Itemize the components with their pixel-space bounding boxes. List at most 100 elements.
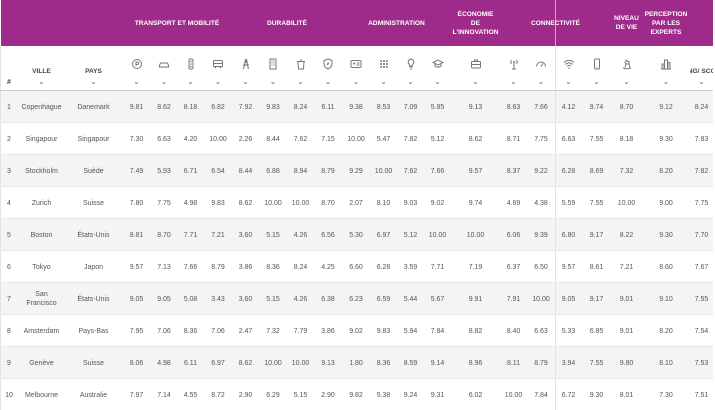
chevron-down-icon[interactable]: ⌄ (352, 77, 360, 86)
lightbulb-icon (405, 58, 417, 70)
indicator-column-header[interactable]: ⌄ (611, 46, 642, 90)
pays-column-header[interactable]: Pays ⌄ (65, 46, 122, 90)
indicator-value-cell: 8.70 (157, 231, 171, 239)
score-column-header[interactable]: Rang/ Score ⌄ (690, 46, 713, 90)
chevron-down-icon[interactable]: ⌄ (698, 77, 705, 86)
table-row: 4 Zurich Suisse 7.80 7.75 4.98 9.83 8.62 10.00 10… (0, 187, 713, 219)
indicator-column-header[interactable]: ⌄ (177, 46, 204, 90)
indicator-value-cell: 8.62 (238, 199, 253, 207)
indicator-value-cell: 9.30 (659, 231, 673, 239)
indicator-value-cell: 10.00 (347, 135, 365, 143)
indicator-column-header[interactable]: ⌄ (342, 46, 370, 90)
chevron-down-icon[interactable]: ⌄ (297, 77, 304, 86)
chevron-down-icon[interactable]: ⌄ (565, 77, 572, 86)
indicator-value-cell: 8.18 (183, 103, 198, 111)
indicator-value-cell: 8.79 (534, 359, 548, 367)
indicator-column-header[interactable]: ⌄ (527, 46, 555, 90)
column-divider (0, 379, 1, 410)
indicator-value-cell: 9.74 (589, 103, 604, 111)
speedometer-icon (535, 58, 547, 70)
indicator-value-cell: 6.97 (211, 359, 225, 367)
group-header-admin: Administration (368, 19, 425, 27)
country-cell: Australie (79, 391, 108, 399)
chevron-down-icon[interactable]: ⌄ (593, 77, 600, 86)
city-name-cell: Tokyo (32, 263, 51, 271)
indicator-value-cell: 7.75 (157, 199, 171, 207)
indicator-column-header[interactable]: ⌄ (370, 46, 397, 90)
indicator-value-cell: 7.66 (183, 263, 198, 271)
indicator-value-cell: 8.37 (506, 167, 521, 175)
chevron-down-icon[interactable]: ⌄ (662, 77, 670, 86)
indicator-column-header[interactable]: ⌄ (451, 46, 500, 90)
indicator-value-cell: 8.36 (266, 263, 280, 271)
chevron-down-icon[interactable]: ⌄ (133, 77, 140, 86)
chevron-down-icon[interactable]: ⌄ (269, 77, 277, 86)
score-cell: 7.53 (694, 359, 709, 367)
indicator-value-cell: 10.00 (374, 167, 393, 175)
chevron-down-icon[interactable]: ⌄ (187, 77, 194, 86)
chevron-down-icon[interactable]: ⌄ (214, 77, 222, 86)
chevron-down-icon[interactable]: ⌄ (38, 77, 45, 86)
indicator-value-cell: 6.28 (376, 263, 391, 271)
rank-cell: 4 (7, 199, 11, 207)
indicator-value-cell: 2.90 (321, 391, 335, 399)
chevron-down-icon[interactable]: ⌄ (472, 77, 479, 86)
indicator-value-cell: 3.86 (321, 327, 335, 335)
column-divider (0, 251, 1, 283)
chevron-down-icon[interactable]: ⌄ (510, 77, 517, 86)
parking-icon (131, 58, 143, 70)
indicator-column-header[interactable]: ⌄ (259, 46, 287, 90)
indicator-value-cell: 9.13 (468, 103, 483, 111)
indicator-value-cell: 8.59 (403, 359, 418, 367)
city-name-cell: Boston (30, 231, 53, 239)
column-divider (555, 347, 556, 379)
indicator-value-cell: 9.38 (349, 103, 363, 111)
indicator-value-cell: 6.38 (321, 295, 335, 303)
indicator-value-cell: 7.71 (183, 231, 198, 239)
column-divider (0, 219, 1, 251)
chevron-down-icon[interactable]: ⌄ (90, 77, 97, 86)
indicator-value-cell: 9.91 (468, 295, 483, 303)
column-divider (0, 187, 1, 219)
indicator-value-cell: 9.29 (349, 167, 363, 175)
score-cell: 7.67 (694, 263, 709, 271)
ville-column-header[interactable]: Ville ⌄ (18, 46, 65, 90)
column-divider (0, 91, 1, 123)
indicator-value-cell: 7.66 (534, 103, 548, 111)
indicator-value-cell: 10.00 (264, 359, 282, 367)
indicator-column-header[interactable]: ⌄ (555, 46, 582, 90)
chevron-down-icon[interactable]: ⌄ (434, 77, 441, 86)
row-divider (0, 314, 713, 315)
row-divider (0, 250, 713, 251)
table-row: 1 Copenhague Danemark 9.81 8.62 8.18 6.82 7.92 9… (0, 91, 713, 123)
indicator-value-cell: 4.98 (157, 359, 171, 367)
chevron-down-icon[interactable]: ⌄ (242, 77, 249, 86)
indicator-value-cell: 8.01 (619, 391, 634, 399)
score-cell: 7.51 (694, 391, 709, 399)
chevron-down-icon[interactable]: ⌄ (537, 77, 545, 86)
indicator-column-header[interactable]: ⌄ (314, 46, 342, 90)
indicator-column-header[interactable]: ⌄ (287, 46, 314, 90)
city-name-cell: Copenhague (21, 103, 62, 111)
indicator-column-header[interactable]: ⌄ (424, 46, 451, 90)
indicator-column-header[interactable]: ⌄ (151, 46, 177, 90)
indicator-column-header[interactable]: ⌄ (122, 46, 151, 90)
trash-bin-icon (295, 58, 307, 70)
indicator-value-cell: 8.24 (293, 263, 308, 271)
indicator-value-cell: 9.80 (619, 359, 634, 367)
chevron-down-icon[interactable]: ⌄ (160, 77, 168, 86)
indicator-value-cell: 10.00 (428, 231, 447, 239)
indicator-column-header[interactable]: ⌄ (204, 46, 232, 90)
indicator-value-cell: 7.66 (430, 167, 445, 175)
chevron-down-icon[interactable]: ⌄ (324, 77, 332, 86)
indicator-value-cell: 7.79 (293, 327, 308, 335)
indicator-column-header[interactable]: ⌄ (642, 46, 690, 90)
indicator-column-header[interactable]: ⌄ (582, 46, 611, 90)
indicator-value-cell: 5.47 (376, 135, 391, 143)
indicator-column-header[interactable]: ⌄ (397, 46, 424, 90)
indicator-column-header[interactable]: ⌄ (232, 46, 259, 90)
chevron-down-icon[interactable]: ⌄ (623, 77, 630, 86)
chevron-down-icon[interactable]: ⌄ (380, 77, 387, 86)
indicator-column-header[interactable]: ⌄ (500, 46, 527, 90)
chevron-down-icon[interactable]: ⌄ (407, 77, 414, 86)
